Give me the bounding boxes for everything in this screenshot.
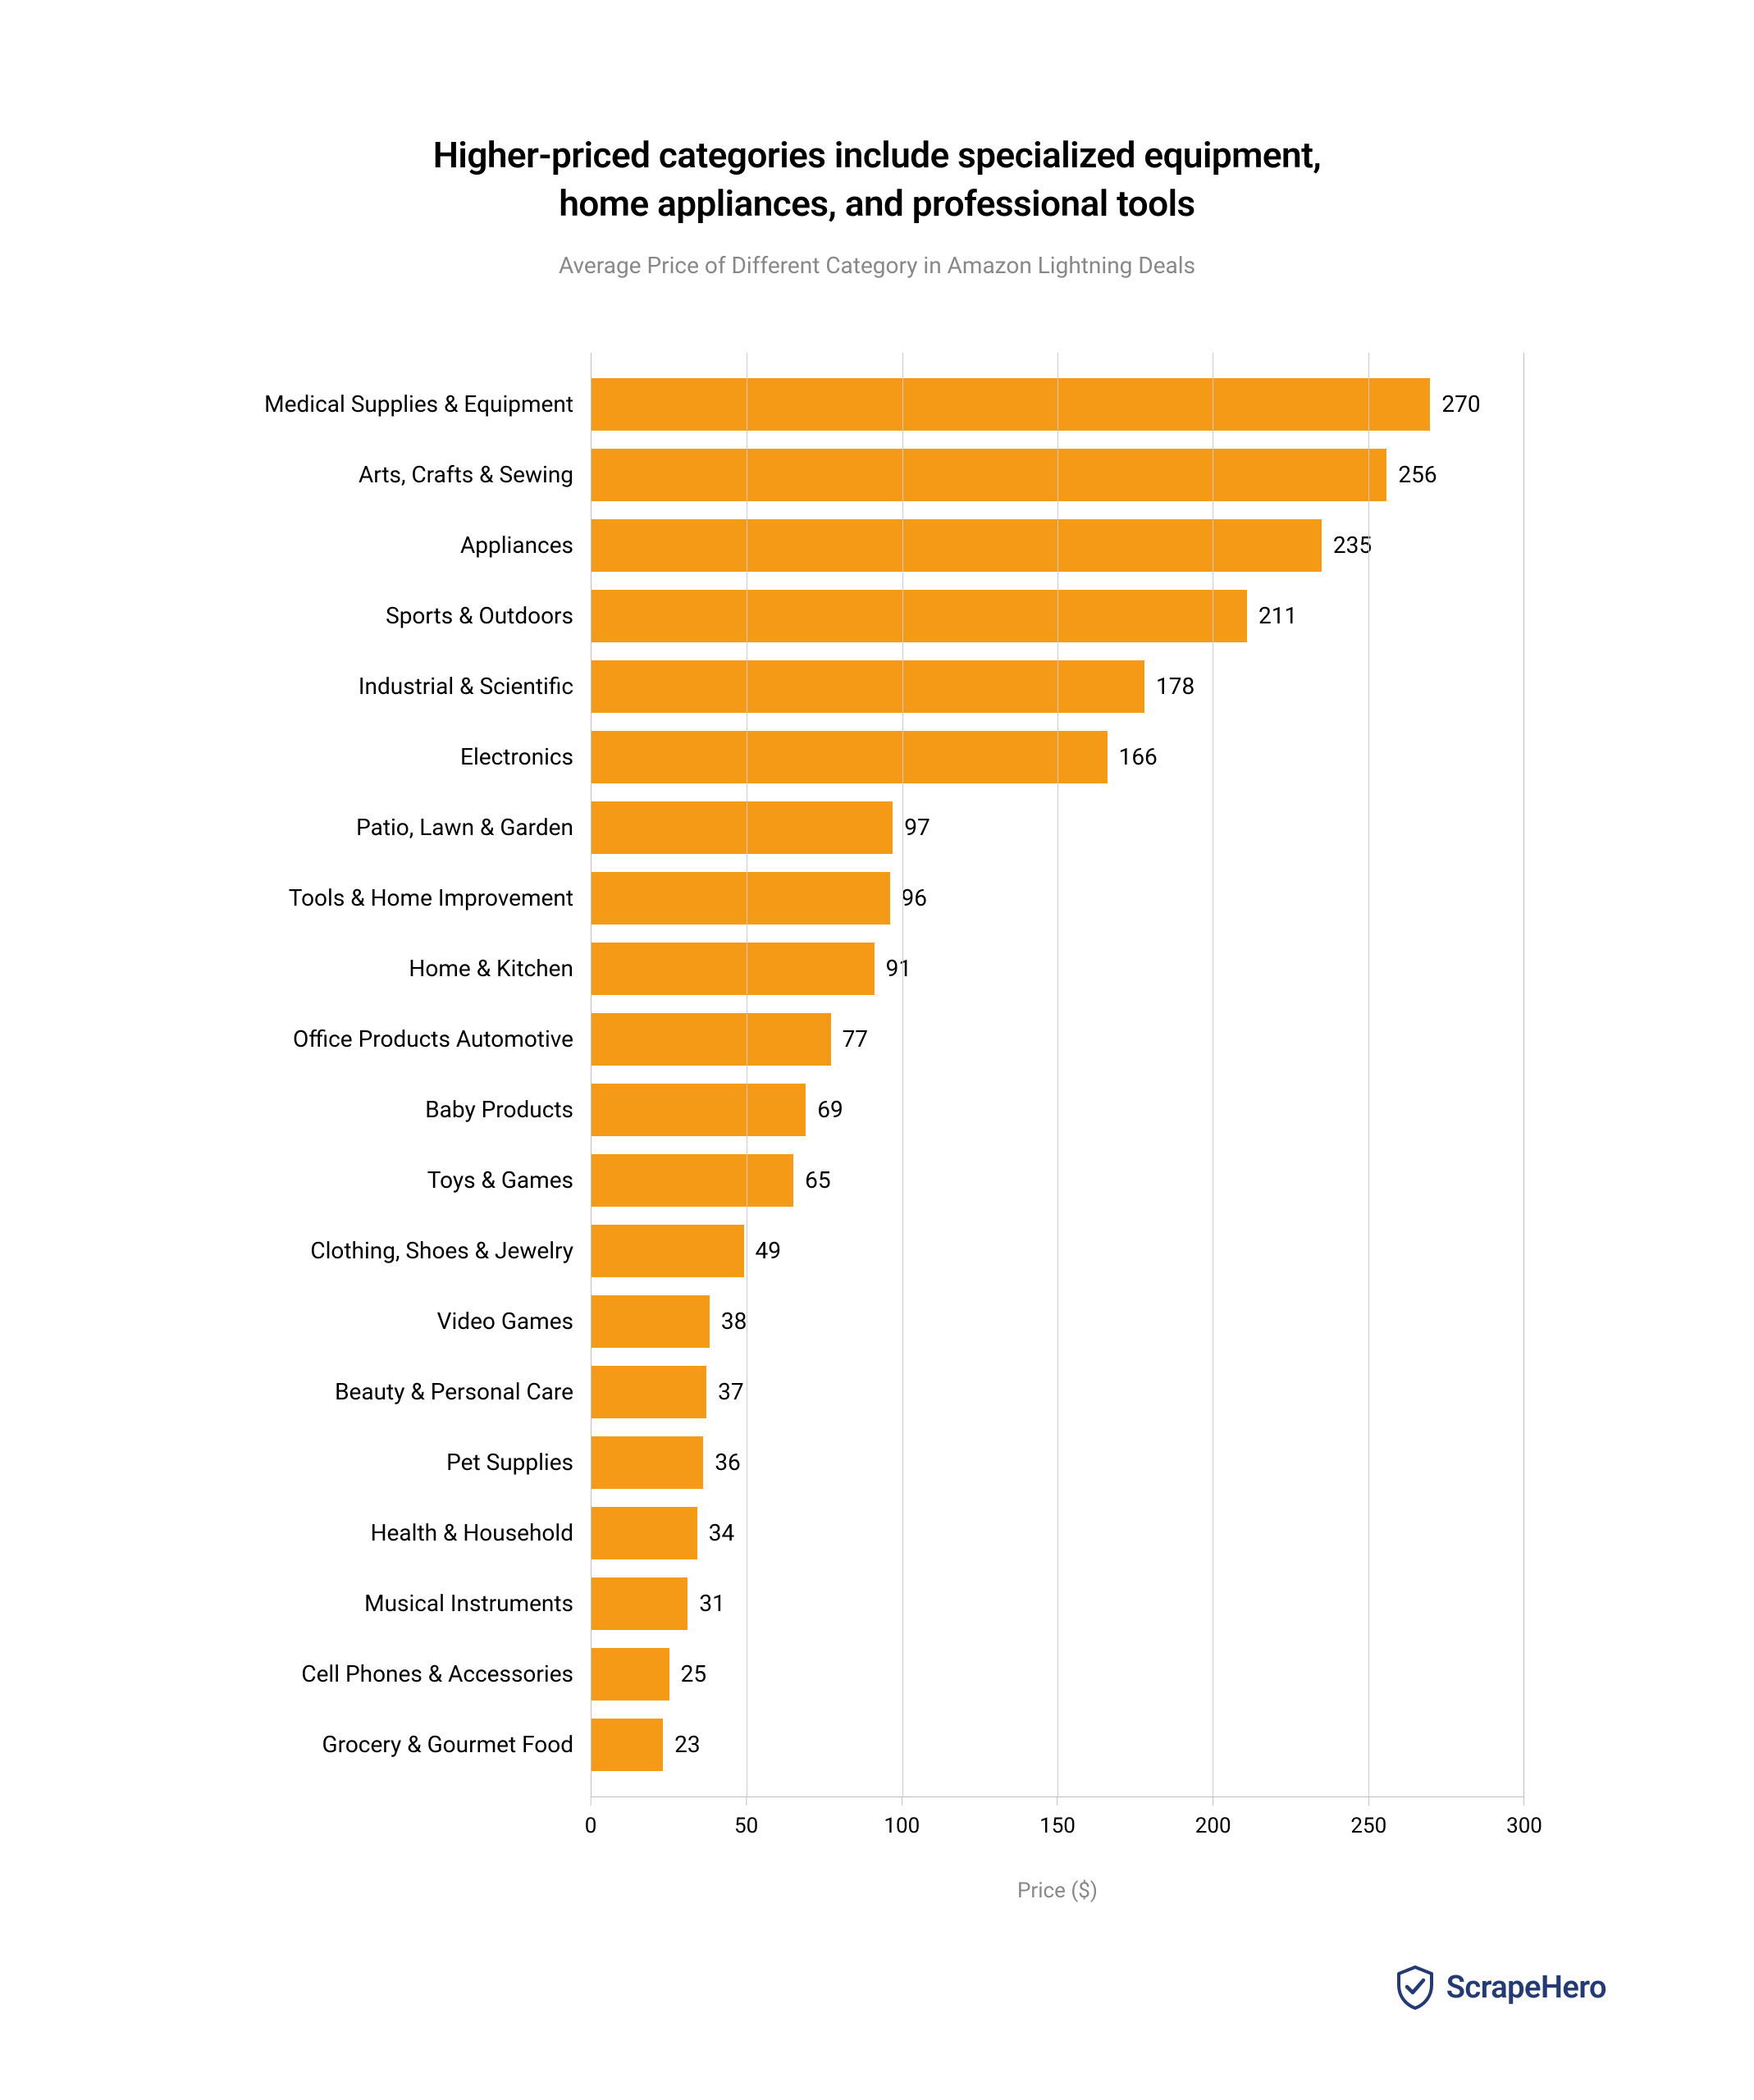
category-label: Electronics: [460, 743, 592, 770]
bar: [592, 1719, 663, 1771]
category-label: Patio, Lawn & Garden: [356, 814, 592, 841]
value-label: 23: [663, 1731, 700, 1758]
chart-subtitle: Average Price of Different Category in A…: [148, 252, 1606, 279]
category-label: Musical Instruments: [364, 1590, 592, 1617]
value-label: 211: [1247, 602, 1297, 629]
value-label: 97: [893, 814, 930, 841]
x-tick-label: 50: [734, 1814, 758, 1838]
value-label: 256: [1386, 461, 1437, 488]
bar: [592, 1648, 669, 1701]
x-tick-label: 0: [585, 1814, 597, 1838]
bar: [592, 1436, 703, 1489]
brand-name: ScrapeHero: [1446, 1970, 1606, 2006]
value-label: 270: [1430, 390, 1480, 418]
x-tick: 300: [1506, 1797, 1542, 1838]
x-tick-label: 100: [884, 1814, 920, 1838]
value-label: 166: [1108, 743, 1158, 770]
brand-logo: ScrapeHero: [1395, 1965, 1606, 2010]
shield-icon: [1395, 1965, 1435, 2010]
value-label: 178: [1144, 673, 1194, 700]
x-tick-label: 200: [1195, 1814, 1231, 1838]
x-axis-title: Price ($): [591, 1879, 1524, 1903]
bar: [592, 378, 1430, 431]
bar: [592, 731, 1108, 783]
bar: [592, 660, 1144, 713]
category-label: Office Products Automotive: [293, 1025, 592, 1052]
bar: [592, 801, 893, 854]
chart-title: Higher-priced categories include special…: [148, 131, 1606, 229]
bar: [592, 1507, 697, 1559]
bar: [592, 1577, 687, 1630]
value-label: 31: [687, 1590, 724, 1617]
category-label: Appliances: [460, 532, 592, 559]
bar: [592, 1084, 806, 1136]
bar: [592, 872, 890, 924]
x-tick: 250: [1350, 1797, 1386, 1838]
gridline: [902, 353, 903, 1796]
x-tick-label: 250: [1350, 1814, 1386, 1838]
category-label: Arts, Crafts & Sewing: [359, 461, 592, 488]
plot-area: Medical Supplies & Equipment270Arts, Cra…: [591, 353, 1524, 1796]
category-label: Clothing, Shoes & Jewelry: [310, 1237, 592, 1264]
x-tick: 150: [1039, 1797, 1076, 1838]
x-axis: 050100150200250300: [591, 1796, 1524, 1846]
x-tick: 50: [734, 1797, 758, 1838]
category-label: Medical Supplies & Equipment: [264, 390, 592, 418]
value-label: 69: [806, 1096, 843, 1123]
category-label: Grocery & Gourmet Food: [322, 1731, 592, 1758]
category-label: Industrial & Scientific: [359, 673, 592, 700]
category-label: Toys & Games: [427, 1166, 592, 1194]
chart-container: Higher-priced categories include special…: [0, 0, 1754, 2100]
category-label: Beauty & Personal Care: [335, 1378, 592, 1405]
x-tick: 200: [1195, 1797, 1231, 1838]
value-label: 34: [697, 1519, 734, 1546]
gridline: [1057, 353, 1058, 1796]
category-label: Video Games: [437, 1308, 592, 1335]
bar: [592, 590, 1247, 642]
x-tick-label: 150: [1039, 1814, 1076, 1838]
bar: [592, 1154, 793, 1207]
bar: [592, 1366, 706, 1418]
category-label: Baby Products: [425, 1096, 592, 1123]
category-label: Home & Kitchen: [409, 955, 592, 982]
bar: [592, 1013, 831, 1066]
value-label: 36: [703, 1449, 740, 1476]
value-label: 49: [744, 1237, 781, 1264]
category-label: Sports & Outdoors: [386, 602, 592, 629]
category-label: Tools & Home Improvement: [289, 884, 592, 911]
gridline: [1368, 353, 1369, 1796]
value-label: 37: [706, 1378, 743, 1405]
x-tick-label: 300: [1506, 1814, 1542, 1838]
value-label: 25: [669, 1660, 706, 1687]
value-label: 38: [710, 1308, 747, 1335]
bar: [592, 449, 1386, 501]
category-label: Cell Phones & Accessories: [301, 1660, 592, 1687]
category-label: Health & Household: [371, 1519, 592, 1546]
value-label: 65: [793, 1166, 830, 1194]
value-label: 96: [890, 884, 927, 911]
x-tick: 0: [585, 1797, 597, 1838]
value-label: 91: [875, 955, 911, 982]
value-label: 235: [1322, 532, 1372, 559]
category-label: Pet Supplies: [446, 1449, 592, 1476]
chart-plot-wrap: Medical Supplies & Equipment 270 Arts, Cra…: [148, 353, 1606, 1903]
bar: [592, 1225, 744, 1277]
bar: [592, 1295, 710, 1348]
value-label: 77: [831, 1025, 868, 1052]
bar: [592, 943, 875, 995]
x-tick: 100: [884, 1797, 920, 1838]
